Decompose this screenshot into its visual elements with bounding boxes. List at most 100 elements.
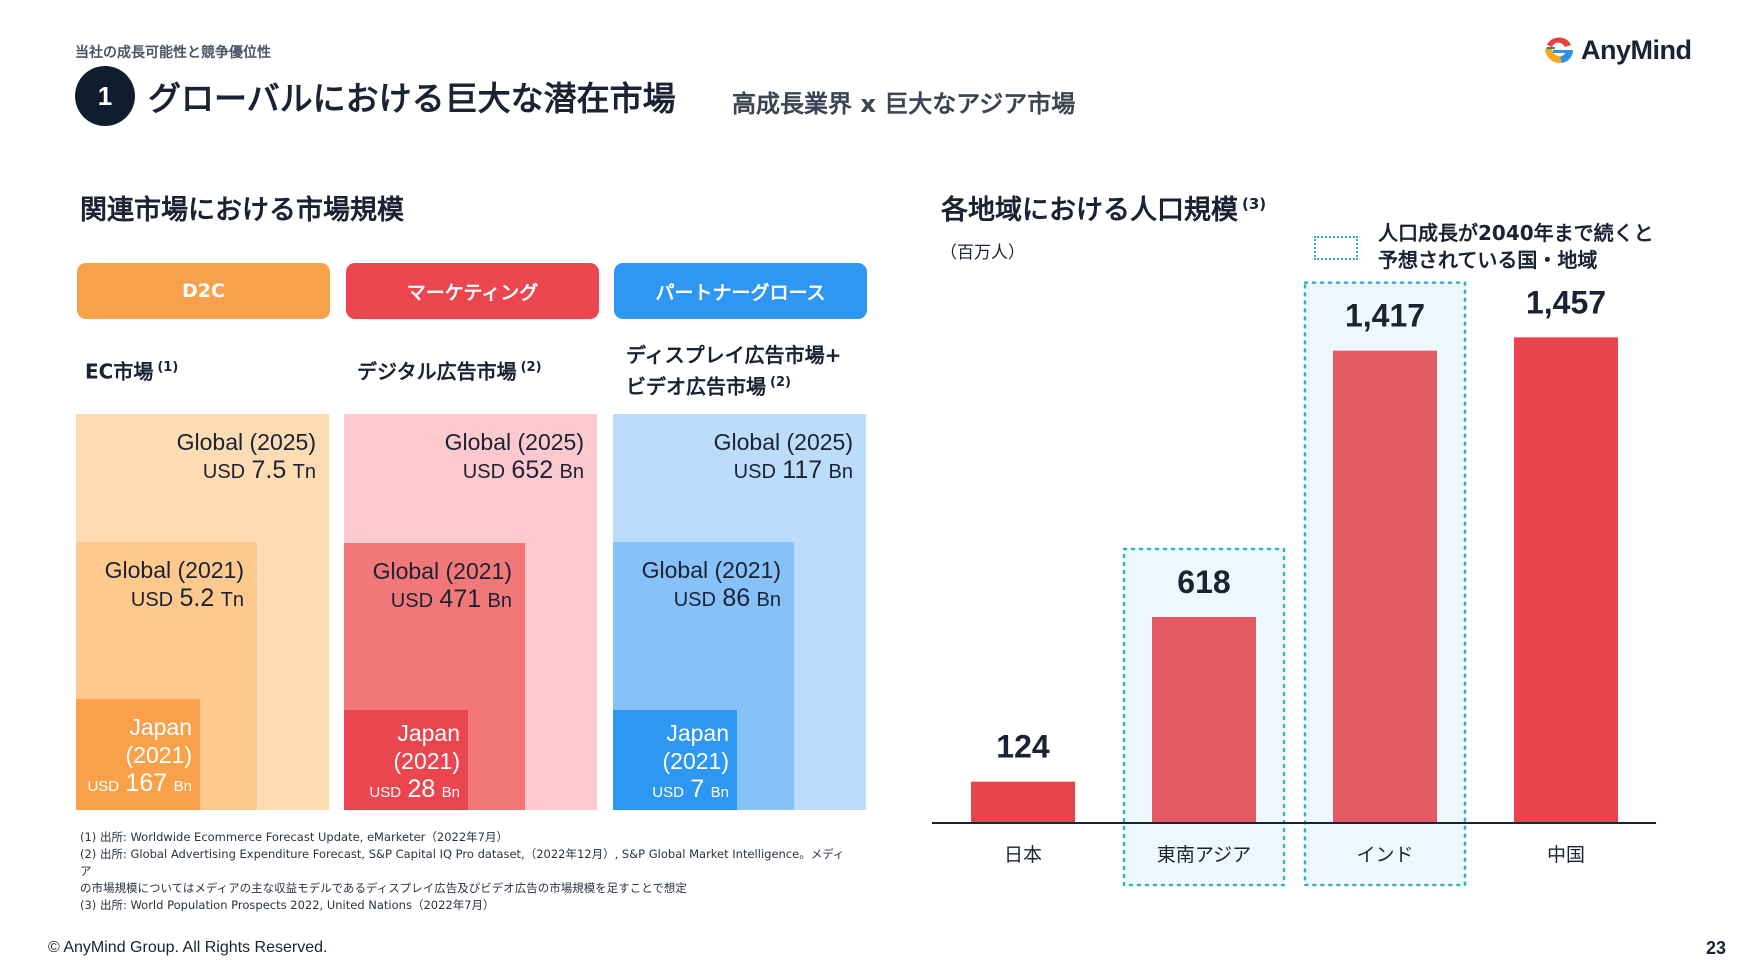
unit: Bn — [173, 778, 192, 795]
japan-year: (2021) — [125, 742, 192, 768]
page-title: グローバルにおける巨大な潜在市場 — [148, 79, 676, 118]
legend-line-2: 予想されている国・地域 — [1378, 248, 1598, 272]
digital-ads-japan-2021-label: Japan (2021) USD 28 Bn — [348, 719, 460, 807]
logo-wordmark: AnyMind — [1581, 34, 1692, 65]
display-video-global-2021-title: Global (2021) — [641, 557, 781, 583]
ec-global-2021-label: Global (2021) USD 5.2 Tn — [80, 556, 244, 614]
footnote-2: (2) 出所: Global Advertising Expenditure F… — [80, 847, 845, 878]
category-pill-d2c: D2C — [77, 263, 330, 319]
value-label-china: 1,457 — [1526, 284, 1606, 320]
market-size-section-title: 関連市場における市場規模 — [80, 188, 404, 227]
display-video-global-2025-title: Global (2025) — [713, 429, 853, 455]
page-subtitle: 高成長業界 x 巨大なアジア市場 — [732, 90, 1076, 118]
bar-japan — [971, 781, 1075, 823]
japan-label: Japan — [129, 714, 192, 740]
currency: USD — [673, 589, 716, 611]
footnote-1: (1) 出所: Worldwide Ecommerce Forecast Upd… — [80, 830, 508, 844]
currency: USD — [87, 778, 120, 795]
unit: Tn — [220, 589, 244, 611]
market-label-digital-ads-text: デジタル広告市場 — [357, 359, 517, 384]
category-pill-partner-growth: パートナーグロース — [614, 263, 867, 319]
category-label-southeast-asia: 東南アジア — [1157, 844, 1251, 866]
bar-china — [1514, 337, 1618, 823]
market-label-display-line1: ディスプレイ広告市場+ — [626, 343, 842, 367]
unit: Bn — [756, 589, 781, 611]
unit: Bn — [828, 461, 853, 483]
footnote-2-cont: の市場規模についてはメディアの主な収益モデルであるディスプレイ広告及びビデオ広告… — [80, 881, 687, 895]
page-number: 23 — [1706, 938, 1727, 958]
japan-year: (2021) — [662, 748, 729, 774]
value-label-japan: 124 — [996, 729, 1050, 765]
footnote-ref: (2) — [520, 360, 542, 375]
digital-ads-global-2021-value: 471 — [439, 585, 482, 613]
currency: USD — [369, 784, 402, 801]
japan-label: Japan — [666, 720, 729, 746]
display-video-japan-2021-label: Japan (2021) USD 7 Bn — [617, 719, 729, 807]
footnote-ref: (3) — [1242, 195, 1267, 213]
currency: USD — [652, 784, 684, 801]
legend-line-1: 人口成長が2040年まで続くと — [1378, 221, 1654, 245]
ec-global-2025-title: Global (2025) — [176, 429, 316, 455]
copyright: © AnyMind Group. All Rights Reserved. — [48, 939, 328, 956]
display-video-japan-2021-box — [613, 710, 737, 810]
footnotes: (1) 出所: Worldwide Ecommerce Forecast Upd… — [80, 829, 850, 914]
market-label-display-line2: ビデオ広告市場 — [626, 374, 766, 399]
ec-global-2021-value: 5.2 — [179, 584, 215, 612]
display-video-japan-2021-value: 7 — [690, 775, 705, 803]
category-pill-marketing: マーケティング — [346, 263, 599, 319]
market-label-ec-text: EC市場 — [85, 359, 154, 384]
digital-ads-global-2025-title: Global (2025) — [444, 429, 584, 455]
display-video-global-2021-label: Global (2021) USD 86 Bn — [617, 556, 781, 614]
currency: USD — [202, 461, 246, 483]
population-chart-title: 各地域における人口規模 (3) — [941, 188, 1266, 227]
unit: Tn — [292, 461, 316, 483]
market-label-ec: EC市場 (1) — [85, 354, 178, 386]
section-number-badge: 1 — [75, 66, 135, 126]
currency: USD — [390, 590, 434, 612]
digital-ads-global-2021-label: Global (2021) USD 471 Bn — [348, 557, 512, 615]
display-video-global-2021-value: 86 — [722, 584, 751, 612]
digital-ads-japan-2021-value: 28 — [407, 775, 436, 803]
breadcrumb: 当社の成長可能性と競争優位性 — [75, 45, 271, 61]
market-size-title-text: 関連市場における市場規模 — [80, 195, 404, 226]
anymind-logo-icon — [1545, 37, 1573, 63]
category-label-india: インド — [1356, 844, 1413, 866]
ec-japan-2021-value: 167 — [125, 769, 168, 797]
chart-legend: 人口成長が2040年まで続くと 予想されている国・地域 — [1378, 220, 1654, 274]
unit: Bn — [559, 461, 584, 483]
anymind-logo: AnyMind — [1543, 30, 1692, 70]
digital-ads-japan-2021-box — [344, 710, 468, 810]
digital-ads-global-2025-label: Global (2025) USD 652 Bn — [358, 428, 584, 486]
legend-dotted-box-swatch — [1314, 236, 1358, 260]
ec-japan-2021-label: Japan (2021) USD 167 Bn — [80, 713, 192, 801]
japan-label: Japan — [397, 720, 460, 746]
bar-southeast-asia — [1152, 617, 1256, 823]
footnote-3: (3) 出所: World Population Prospects 2022,… — [80, 898, 495, 912]
category-label-china: 中国 — [1547, 844, 1585, 866]
japan-year: (2021) — [393, 748, 460, 774]
display-video-global-2025-value: 117 — [782, 456, 823, 484]
population-chart-title-text: 各地域における人口規模 — [941, 195, 1238, 226]
market-label-digital-ads: デジタル広告市場 (2) — [357, 354, 542, 386]
unit: Bn — [487, 590, 512, 612]
display-video-global-2025-label: Global (2025) USD 117 Bn — [627, 428, 853, 486]
unit: Bn — [441, 784, 460, 801]
bar-india — [1333, 350, 1437, 823]
currency: USD — [733, 461, 776, 483]
chart-unit-label: （百万人） — [940, 243, 1025, 263]
unit: Bn — [710, 784, 729, 801]
footnote-ref: (1) — [157, 360, 179, 375]
category-label-japan: 日本 — [1004, 844, 1042, 866]
value-label-india: 1,417 — [1345, 298, 1425, 334]
digital-ads-global-2021-title: Global (2021) — [372, 558, 512, 584]
digital-ads-global-2025-value: 652 — [511, 456, 554, 484]
ec-global-2021-title: Global (2021) — [104, 557, 244, 583]
value-label-southeast-asia: 618 — [1177, 564, 1230, 600]
currency: USD — [462, 461, 506, 483]
ec-japan-2021-box — [76, 699, 200, 810]
market-label-display-video: ディスプレイ広告市場+ ビデオ広告市場 (2) — [626, 342, 841, 401]
footnote-ref: (2) — [770, 375, 791, 390]
ec-global-2025-value: 7.5 — [251, 456, 287, 484]
ec-global-2025-label: Global (2025) USD 7.5 Tn — [90, 428, 316, 486]
